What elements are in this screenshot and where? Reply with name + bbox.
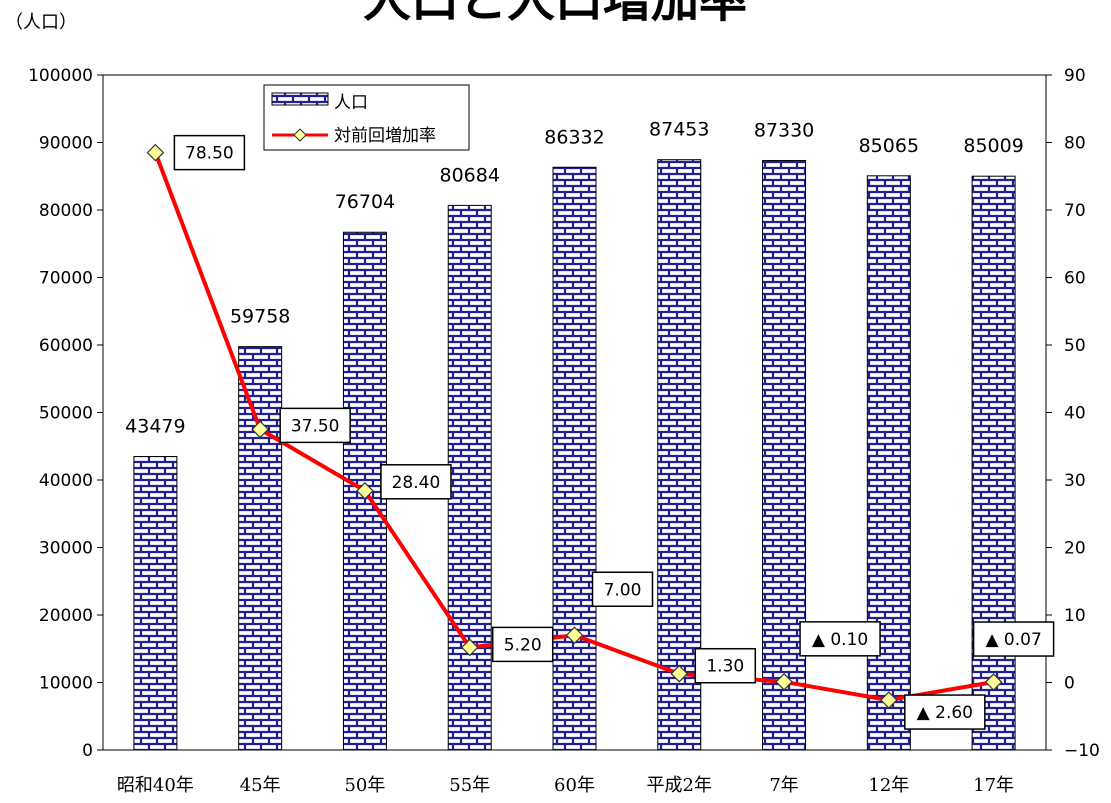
line-data-label: 28.40 [392, 473, 441, 493]
y-right-tick-label: 10 [1064, 606, 1086, 626]
legend: 人口 対前回増加率 [263, 84, 470, 151]
bar [552, 166, 597, 751]
y-right-tick-label: 70 [1064, 201, 1086, 221]
x-tick-label: 55年 [449, 775, 490, 796]
line-data-label-box [380, 464, 452, 500]
y-right-tick-label: 0 [1064, 674, 1075, 694]
y-left-tick-label: 50000 [39, 404, 93, 424]
y-left-axis-label: （人口） [5, 12, 77, 33]
legend-label-growth-rate: 対前回増加率 [334, 126, 436, 146]
bar [971, 175, 1016, 751]
y-left-tick-label: 40000 [39, 471, 93, 491]
bar [133, 456, 178, 751]
line-point-marker [984, 673, 1003, 691]
x-tick-label: 17年 [973, 775, 1014, 796]
y-right-tick-label: 40 [1064, 404, 1086, 424]
y-right-tick-label: 80 [1064, 134, 1086, 154]
y-right-tick-label: 90 [1064, 66, 1086, 86]
bar [657, 159, 702, 751]
line-data-label: 5.20 [504, 635, 542, 655]
y-left-tick-label: 70000 [39, 269, 93, 289]
y-left-tick-label: 0 [82, 741, 93, 761]
legend-marker-icon [293, 128, 307, 142]
line-data-label: ▲ 0.10 [812, 630, 868, 650]
line-data-label: ▲ 0.07 [985, 630, 1041, 650]
legend-bar-swatch [271, 92, 329, 106]
line-point-marker [356, 481, 374, 500]
line-point-marker [565, 626, 584, 645]
y-left-tick-label: 30000 [39, 539, 93, 559]
y-right-tick-label: 20 [1064, 539, 1086, 559]
line-data-label: ▲ 2.60 [917, 703, 973, 723]
x-tick-label: 12年 [868, 775, 909, 796]
line-point-marker [775, 672, 793, 691]
plot-area: 0 10000 20000 30000 40000 50000 60000 70000 8000… [28, 66, 1100, 796]
line-point-marker [879, 691, 898, 709]
line-data-label-box [972, 621, 1055, 657]
line-data-label-box [173, 134, 246, 171]
line-data-label: 7.00 [604, 580, 642, 600]
bar [447, 204, 492, 751]
line-data-label: 37.50 [291, 416, 340, 436]
bar [238, 346, 283, 751]
x-tick-label: 平成2年 [647, 775, 712, 796]
bar-data-label: 87330 [754, 120, 814, 142]
y-right-tick-label: −10 [1064, 741, 1100, 761]
y-left-tick-label: 10000 [39, 674, 93, 694]
bar-data-label: 76704 [335, 191, 395, 213]
bar-data-label: 85009 [963, 135, 1023, 157]
chart-title: 人口と人口増加率 [363, 0, 747, 28]
y-right-tick-label: 30 [1064, 471, 1086, 491]
bar [762, 160, 807, 751]
line-data-label-box [591, 571, 654, 607]
legend-label-population: 人口 [334, 93, 368, 113]
y-left-tick-label: 80000 [39, 201, 93, 221]
line-point-marker [251, 420, 270, 439]
line-point-marker [460, 638, 479, 657]
bar-data-label: 59758 [230, 306, 290, 328]
line-data-label-box [904, 694, 986, 730]
line-data-label: 78.50 [185, 144, 234, 164]
x-tick-label: 昭和40年 [117, 775, 194, 796]
x-tick-label: 60年 [554, 775, 595, 796]
y-right-tick-label: 50 [1064, 336, 1086, 356]
line-data-label-box [694, 647, 757, 684]
bar-data-label: 85065 [859, 135, 919, 157]
y-left-tick-label: 90000 [39, 134, 93, 154]
line-data-label-box [279, 407, 351, 444]
line-data-label-box [491, 626, 554, 663]
bar-data-label: 86332 [544, 126, 604, 148]
line-point-marker [670, 664, 689, 683]
y-left-tick-label: 20000 [39, 606, 93, 626]
bar-data-label: 87453 [649, 119, 709, 141]
bar-data-label: 80684 [439, 164, 499, 186]
bar [866, 175, 911, 751]
x-tick-label: 45年 [240, 775, 281, 796]
line-point-marker [146, 143, 165, 162]
y-left-tick-label: 60000 [39, 336, 93, 356]
y-left-tick-label: 100000 [28, 66, 93, 86]
line-data-label: 1.30 [706, 657, 744, 677]
line-data-label-box [799, 621, 881, 657]
y-right-tick-label: 60 [1064, 269, 1086, 289]
x-tick-label: 50年 [344, 775, 385, 796]
x-tick-label: 7年 [769, 775, 798, 796]
bar-data-label: 43479 [125, 416, 185, 438]
